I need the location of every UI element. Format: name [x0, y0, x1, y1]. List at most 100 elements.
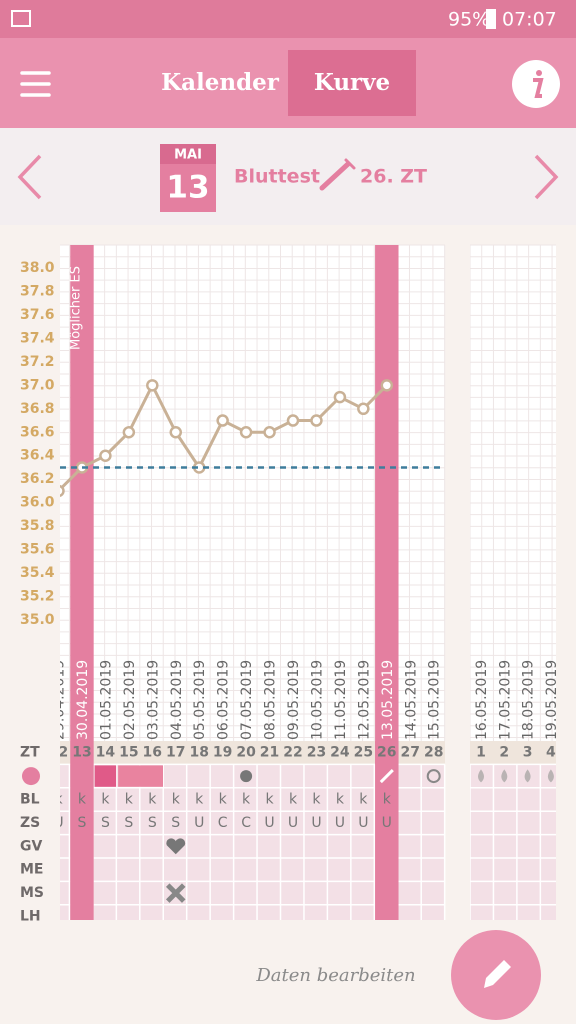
chart-bg: [470, 245, 556, 741]
date-label: 29.04.2019: [52, 660, 68, 740]
temp-point: [333, 390, 347, 404]
y-label: 38.0: [20, 260, 55, 276]
bl-value: k: [195, 792, 204, 808]
y-label: 37.6: [20, 307, 55, 323]
bl-value: k: [242, 792, 251, 808]
zs-value: S: [78, 815, 87, 831]
zs-value: C: [241, 815, 251, 831]
temp-point: [60, 484, 65, 497]
bl-value: k: [219, 792, 228, 808]
date-label: 04.05.2019: [169, 660, 185, 740]
drop-icon: [501, 769, 508, 783]
y-label: 35.6: [20, 542, 55, 558]
info-icon: [22, 767, 40, 786]
annotation: Möglicher ES: [68, 266, 83, 350]
drop-icon: [547, 769, 554, 783]
zt-label: 2: [499, 745, 509, 761]
cycle-day: 26. ZT: [360, 166, 427, 188]
drop-icon: [478, 769, 484, 783]
icon: [379, 769, 394, 784]
zs-value: U: [358, 815, 368, 831]
gallery-icon: [11, 10, 31, 27]
date-label: 16.05.2019: [474, 660, 490, 740]
zt-label: 16: [143, 745, 162, 761]
zt-row-bg: [470, 741, 556, 765]
prev-arrow[interactable]: [17, 154, 42, 200]
heart-icon: [166, 838, 186, 855]
past-panel: Möglicher ES29.04.201912kU30.04.201913kS…: [49, 244, 446, 920]
bl-value: k: [101, 792, 110, 808]
zs-value: S: [148, 815, 157, 831]
date-label: 19.05.2019: [544, 660, 560, 740]
row-label: GV: [20, 838, 42, 854]
row-label: BL: [20, 792, 40, 808]
zt-label: 23: [307, 745, 326, 761]
bl-value: k: [172, 792, 181, 808]
y-label: 37.8: [20, 283, 55, 299]
date-label: 18.05.2019: [521, 660, 537, 740]
y-label: 35.2: [20, 589, 55, 605]
temp-point: [216, 414, 229, 427]
event: Bluttest: [234, 166, 320, 188]
row-label: ZT: [20, 745, 40, 761]
battery: 95%: [448, 9, 490, 31]
date-label: 13.05.2019: [380, 660, 396, 740]
zt-label: 4: [546, 745, 556, 761]
zt-label: 13: [72, 745, 91, 761]
zt-label: 15: [119, 745, 138, 761]
month: MAI: [174, 148, 202, 163]
temp-point: [99, 449, 112, 462]
ms-icon: [165, 883, 186, 903]
zt-label: 1: [476, 745, 486, 761]
row-label: ZS: [20, 815, 40, 831]
edit-fab[interactable]: [451, 930, 541, 1020]
y-label: 37.0: [20, 377, 55, 393]
date-label: 05.05.2019: [192, 660, 208, 740]
bl-value: k: [54, 792, 63, 808]
zs-value: C: [218, 815, 228, 831]
marker: [118, 765, 164, 787]
time: 07:07: [502, 9, 557, 31]
temp-point: [169, 426, 182, 439]
rows-bg: [470, 764, 556, 920]
y-label: 37.2: [20, 354, 55, 370]
zs-value: S: [101, 815, 110, 831]
icon: [426, 769, 441, 784]
y-label: 35.4: [20, 565, 55, 581]
bl-value: k: [359, 792, 368, 808]
drop-icon: [524, 769, 531, 783]
zs-value: U: [311, 815, 321, 831]
y-label: 36.8: [20, 401, 55, 417]
date-label: 12.05.2019: [356, 660, 372, 740]
zt-label: 12: [49, 745, 68, 761]
info-button[interactable]: [512, 60, 560, 108]
tab-kalender[interactable]: Kalender: [161, 69, 280, 96]
zs-value: U: [382, 815, 392, 831]
row-labels: ZT BL ZS GV ME MS LH: [20, 745, 44, 922]
date-label: 01.05.2019: [98, 660, 114, 740]
zs-value: S: [171, 815, 180, 831]
zt-label: 26: [377, 745, 396, 761]
icon: [240, 770, 253, 783]
menu-button[interactable]: [20, 71, 51, 97]
zt-label: 28: [424, 745, 443, 761]
next-arrow[interactable]: [534, 154, 559, 200]
temp-point: [146, 379, 159, 392]
date-label: 11.05.2019: [333, 660, 349, 740]
tab-kurve[interactable]: Kurve: [314, 69, 390, 96]
y-label: 36.2: [20, 471, 55, 487]
date-bar: [0, 128, 576, 225]
date-label: 17.05.2019: [497, 660, 513, 740]
bl-value: k: [312, 792, 321, 808]
row-label: ME: [20, 862, 44, 878]
zt-label: 24: [330, 745, 350, 761]
edit-label[interactable]: Daten bearbeiten: [255, 965, 415, 986]
date-label: 14.05.2019: [403, 660, 419, 740]
zt-label: 17: [166, 745, 185, 761]
marker: [94, 765, 117, 787]
bl-value: k: [265, 792, 274, 808]
syringe-icon: [319, 158, 356, 191]
highlight-column: [70, 245, 94, 920]
zt-label: 14: [96, 745, 116, 761]
